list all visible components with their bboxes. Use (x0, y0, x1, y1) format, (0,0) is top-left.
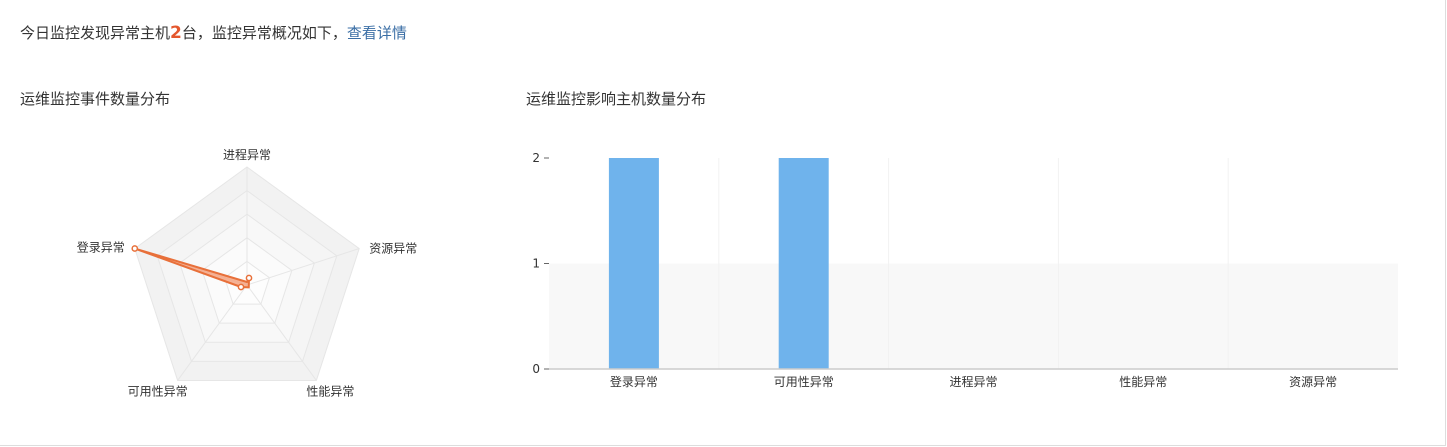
radar-indicator-label: 进程异常 (223, 147, 271, 162)
x-tick-label: 进程异常 (949, 374, 997, 389)
x-tick-label: 登录异常 (610, 374, 658, 389)
radar-axis-line (246, 284, 317, 381)
bar-split-area (549, 263, 1398, 369)
bar-chart-title: 运维监控影响主机数量分布 (526, 90, 707, 108)
radar-axis-line (246, 248, 360, 286)
view-details-link[interactable]: 查看详情 (346, 24, 407, 42)
summary-line: 今日监控发现异常主机2台，监控异常概况如下，查看详情 (20, 22, 407, 43)
radar-indicator-label: 资源异常 (369, 242, 417, 256)
summary-suffix: 台，监控异常概况如下， (181, 24, 347, 42)
x-tick-label: 性能异常 (1119, 375, 1167, 389)
bar-1 (608, 158, 659, 369)
radar-indicator-label: 可用性异常 (128, 384, 188, 398)
bar-2 (778, 158, 829, 369)
y-tick-label: 0 (532, 362, 540, 376)
radar-data-point (131, 245, 139, 252)
abnormal-host-count: 2 (170, 23, 182, 43)
y-tick-label: 2 (532, 151, 540, 165)
radar-axis-line (177, 284, 248, 381)
bar-split-area (549, 158, 1398, 264)
radar-indicator-label: 登录异常 (77, 240, 125, 255)
radar-data-point (245, 274, 253, 282)
x-tick-label: 可用性异常 (774, 375, 834, 389)
x-tick-label: 资源异常 (1289, 375, 1337, 389)
summary-prefix: 今日监控发现异常主机 (20, 24, 171, 42)
radar-data-point (237, 283, 245, 291)
radar-indicator-label: 性能异常 (306, 384, 354, 398)
y-tick-label: 1 (532, 257, 540, 271)
radar-chart-title: 运维监控事件数量分布 (20, 90, 171, 108)
